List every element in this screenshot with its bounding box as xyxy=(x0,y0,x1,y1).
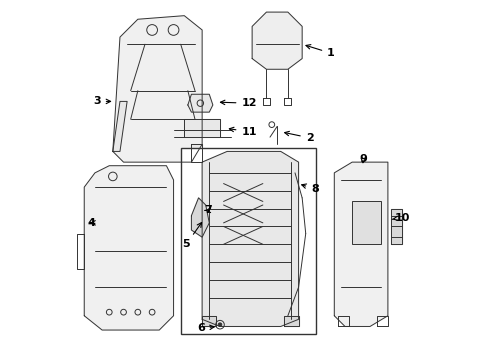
Circle shape xyxy=(218,323,222,327)
Polygon shape xyxy=(192,144,202,162)
Polygon shape xyxy=(113,16,202,162)
Polygon shape xyxy=(392,208,402,244)
Polygon shape xyxy=(252,12,302,69)
Text: 7: 7 xyxy=(204,205,212,215)
Text: 10: 10 xyxy=(392,212,411,222)
Polygon shape xyxy=(188,94,213,112)
Bar xyxy=(352,202,381,244)
Bar xyxy=(181,148,317,334)
Text: 9: 9 xyxy=(359,154,367,163)
Polygon shape xyxy=(192,198,209,237)
Text: 8: 8 xyxy=(302,184,319,194)
Polygon shape xyxy=(202,316,217,327)
Polygon shape xyxy=(334,162,388,327)
Polygon shape xyxy=(84,166,173,330)
Text: 3: 3 xyxy=(93,96,111,107)
Text: 4: 4 xyxy=(88,218,96,228)
Text: 11: 11 xyxy=(229,127,257,137)
Text: 2: 2 xyxy=(285,131,314,143)
Polygon shape xyxy=(284,316,298,327)
Text: 12: 12 xyxy=(220,98,257,108)
Text: 6: 6 xyxy=(197,323,214,333)
Text: 1: 1 xyxy=(306,45,335,58)
Polygon shape xyxy=(113,102,127,152)
Polygon shape xyxy=(184,119,220,137)
Text: 5: 5 xyxy=(182,222,201,249)
Polygon shape xyxy=(202,152,298,327)
